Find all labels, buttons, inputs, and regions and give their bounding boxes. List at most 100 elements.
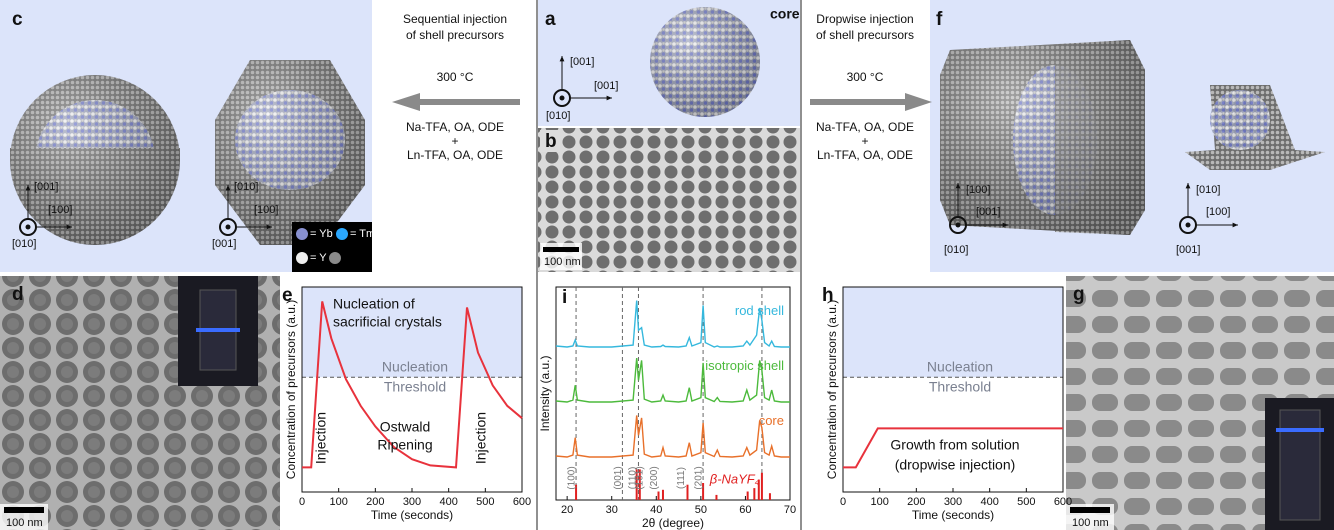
- y-axis-label: Concentration of precursors (a.u.): [284, 300, 298, 479]
- annotation: Threshold: [384, 379, 446, 395]
- x-tick-label: 50: [695, 504, 707, 516]
- peak-label: (111): [676, 467, 687, 489]
- axis-label: [001]: [594, 80, 618, 92]
- legend-label: = Yb: [310, 228, 333, 240]
- figure: c [001] [100] [010] [010] [100] [001] = …: [0, 0, 1334, 530]
- vial-glow: [196, 328, 240, 332]
- x-tick-label: 70: [784, 504, 796, 516]
- annotation: Ripening: [377, 437, 432, 453]
- panel-letter: d: [12, 284, 24, 305]
- x-tick-label: 300: [944, 496, 962, 508]
- caption: Sequential injection: [403, 12, 507, 26]
- arrow: [392, 93, 520, 111]
- x-tick-label: 300: [403, 496, 421, 508]
- legend-label: = Tm: [350, 228, 375, 240]
- x-tick-label: 500: [476, 496, 494, 508]
- axis-label: [001]: [212, 238, 236, 250]
- temperature: 300 °C: [437, 70, 474, 84]
- axis-label: [100]: [48, 204, 72, 216]
- annotation: Injection: [473, 412, 489, 464]
- x-axis-label: Time (seconds): [371, 508, 453, 522]
- x-tick-label: 40: [650, 504, 662, 516]
- axis-label: [100]: [254, 204, 278, 216]
- annotation: (dropwise injection): [895, 457, 1016, 473]
- axis-label: [001]: [1176, 244, 1200, 256]
- reference-label: β-NaYF₄: [709, 471, 760, 486]
- panel-letter: f: [936, 9, 943, 30]
- annotation: Ostwald: [380, 419, 431, 435]
- x-tick-label: 20: [561, 504, 573, 516]
- x-tick-label: 0: [840, 496, 846, 508]
- panel-letter: b: [545, 131, 557, 152]
- reagent: +: [451, 134, 458, 148]
- x-axis-label: Time (seconds): [912, 508, 994, 522]
- axis-label: [010]: [234, 181, 258, 193]
- annotation: Nucleation: [927, 359, 993, 375]
- axis-label: [010]: [12, 238, 36, 250]
- axis-label: [001]: [34, 181, 58, 193]
- x-tick-label: 0: [299, 496, 305, 508]
- scale-bar: [543, 247, 579, 252]
- reagent: Na-TFA, OA, ODE: [816, 120, 914, 134]
- reagent: +: [861, 134, 868, 148]
- legend-label: rod shell: [735, 303, 784, 318]
- annotation: sacrificial crystals: [333, 314, 442, 330]
- legend-swatch: [329, 252, 341, 264]
- legend-swatch: [296, 252, 308, 264]
- shell-shade: [940, 40, 1145, 235]
- x-tick-label: 100: [870, 496, 888, 508]
- x-tick-label: 400: [980, 496, 998, 508]
- reagent: Na-TFA, OA, ODE: [406, 120, 504, 134]
- x-tick-label: 500: [1017, 496, 1035, 508]
- annotation: Threshold: [929, 379, 991, 395]
- annotation: Injection: [313, 412, 329, 464]
- reagent: Ln-TFA, OA, ODE: [407, 148, 503, 162]
- caption: of shell precursors: [406, 28, 504, 42]
- axis-label: [001]: [976, 206, 1000, 218]
- shell-shade: [10, 75, 180, 245]
- axis-label: [010]: [1196, 184, 1220, 196]
- caption: Dropwise injection: [816, 12, 913, 26]
- x-tick-label: 100: [329, 496, 347, 508]
- legend-swatch: [336, 228, 348, 240]
- scale-label: 100 nm: [544, 256, 581, 268]
- vial-glow: [1276, 428, 1324, 432]
- panel-letter: g: [1073, 284, 1085, 305]
- caption: of shell precursors: [816, 28, 914, 42]
- legend-label: isotropic shell: [705, 358, 784, 373]
- temperature: 300 °C: [847, 70, 884, 84]
- peak-label: (101): [634, 466, 645, 489]
- scale-bar: [1070, 507, 1110, 513]
- x-tick-label: 30: [606, 504, 618, 516]
- pattern-line: [556, 415, 790, 457]
- arrow: [810, 93, 932, 111]
- panel-letter: c: [12, 9, 23, 30]
- peak-label: (001): [613, 466, 624, 489]
- core-shade: [650, 7, 760, 117]
- scale-label: 100 nm: [1072, 517, 1109, 529]
- axis-label: [001]: [570, 56, 594, 68]
- vial: [1280, 410, 1320, 520]
- panel-letter: a: [545, 9, 556, 30]
- reagent: Ln-TFA, OA, ODE: [817, 148, 913, 162]
- legend-label: = Y: [310, 252, 327, 264]
- peak-label: (200): [649, 466, 660, 489]
- plot-frame: [556, 287, 790, 500]
- annotation: Growth from solution: [890, 437, 1019, 453]
- legend-swatch: [296, 228, 308, 240]
- peak-label: (100): [567, 466, 578, 489]
- x-tick-label: 60: [739, 504, 751, 516]
- x-axis-label: 2θ (degree): [642, 516, 704, 530]
- axis-label: [010]: [546, 110, 570, 122]
- core-crystal: [1210, 90, 1270, 150]
- y-axis-label: Intensity (a.u.): [538, 355, 552, 431]
- y-axis-label: Concentration of precursors (a.u.): [825, 300, 839, 479]
- label: core: [770, 6, 800, 22]
- panel-letter: i: [562, 287, 567, 308]
- axis-label: [100]: [1206, 206, 1230, 218]
- scale-label: 100 nm: [6, 517, 43, 529]
- x-tick-label: 600: [1054, 496, 1072, 508]
- axis-label: [010]: [944, 244, 968, 256]
- x-tick-label: 200: [907, 496, 925, 508]
- scale-bar: [4, 507, 44, 513]
